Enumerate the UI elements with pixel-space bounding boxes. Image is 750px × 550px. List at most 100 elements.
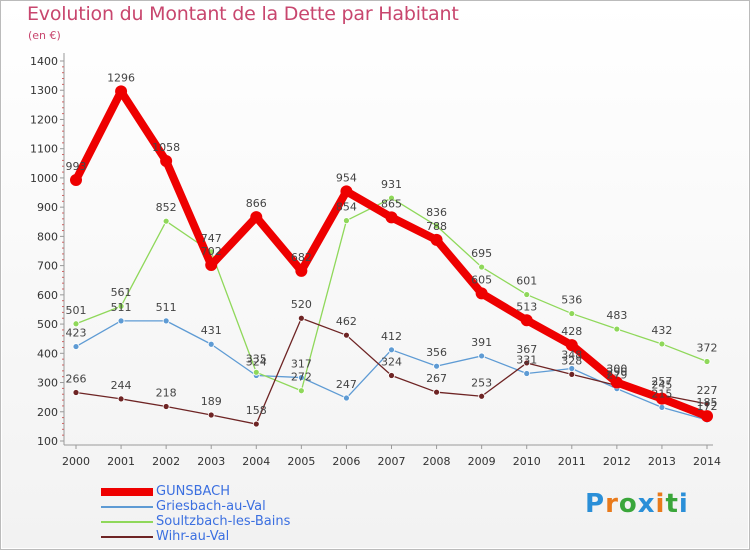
data-point <box>655 392 668 405</box>
data-point <box>433 362 440 370</box>
y-tick-label: 1200 <box>30 113 58 126</box>
data-label: 747 <box>201 232 222 245</box>
x-tick-label: 2007 <box>378 455 406 468</box>
data-point <box>252 420 260 428</box>
data-point <box>160 154 173 167</box>
legend-label: GUNSBACH <box>156 484 231 499</box>
data-point <box>568 310 576 317</box>
data-label: 865 <box>381 197 402 210</box>
data-label: 462 <box>336 315 357 328</box>
data-point <box>610 376 623 389</box>
data-point <box>72 320 80 328</box>
data-label: 605 <box>471 273 492 286</box>
proxiti-logo: Proxiti <box>585 489 689 519</box>
data-label: 348 <box>561 349 582 362</box>
data-point <box>433 388 440 396</box>
legend-label: Soultzbach-les-Bains <box>156 514 291 529</box>
data-point <box>72 389 80 396</box>
data-point <box>523 370 531 377</box>
data-point <box>701 410 713 423</box>
x-tick-label: 2012 <box>603 455 631 468</box>
data-point <box>388 194 395 202</box>
x-tick-label: 2008 <box>423 455 451 468</box>
data-label: 428 <box>561 325 582 338</box>
legend-swatch <box>101 521 153 523</box>
legend-label: Griesbach-au-Val <box>156 499 266 514</box>
data-point <box>343 394 350 402</box>
data-point <box>658 340 666 348</box>
data-point <box>475 287 488 300</box>
y-tick-label: 100 <box>37 435 58 448</box>
data-point <box>117 395 125 403</box>
data-label: 931 <box>381 178 402 191</box>
data-point <box>388 346 395 354</box>
y-tick-label: 800 <box>37 230 58 243</box>
y-tick-label: 400 <box>37 347 58 360</box>
x-tick-label: 2003 <box>197 455 225 468</box>
data-label: 391 <box>471 336 492 349</box>
data-label: 272 <box>291 371 312 384</box>
data-label: 290 <box>606 365 627 378</box>
data-label: 412 <box>381 330 402 343</box>
chart-title: Evolution du Montant de la Dette par Hab… <box>27 3 459 25</box>
data-label: 215 <box>651 387 672 400</box>
data-label: 695 <box>471 247 492 260</box>
data-point <box>117 302 125 310</box>
data-label: 1058 <box>152 141 180 154</box>
legend: GUNSBACH Griesbach-au-Val Soultzbach-les-B… <box>101 484 401 545</box>
data-label: 852 <box>156 201 177 214</box>
y-tick-label: 900 <box>37 201 58 214</box>
data-point <box>343 217 350 225</box>
y-tick-label: 500 <box>37 318 58 331</box>
data-point <box>70 173 82 186</box>
x-tick-label: 2014 <box>693 455 721 468</box>
data-label: 185 <box>697 396 718 409</box>
data-point <box>297 387 305 395</box>
data-label: 511 <box>156 301 177 314</box>
data-label: 266 <box>66 372 87 385</box>
y-tick-label: 300 <box>37 377 58 390</box>
data-label: 317 <box>291 358 312 371</box>
data-label: 324 <box>381 356 402 369</box>
data-label: 561 <box>111 286 132 299</box>
y-tick-label: 1400 <box>30 55 58 68</box>
data-point <box>478 392 486 400</box>
data-label: 218 <box>156 387 177 400</box>
data-point <box>162 217 170 225</box>
data-label: 682 <box>291 251 312 264</box>
legend-swatch <box>101 506 153 508</box>
data-point <box>565 339 578 352</box>
x-tick-label: 2013 <box>648 455 676 468</box>
y-tick-label: 700 <box>37 260 58 273</box>
data-point <box>205 259 218 272</box>
data-label: 601 <box>516 275 537 288</box>
x-tick-label: 2005 <box>287 455 315 468</box>
x-tick-label: 2009 <box>468 455 496 468</box>
data-label: 513 <box>516 300 537 313</box>
y-tick-label: 1000 <box>30 172 58 185</box>
data-point <box>523 291 531 298</box>
y-tick-label: 600 <box>37 289 58 302</box>
data-point <box>523 359 531 367</box>
data-label: 331 <box>516 353 537 366</box>
data-point <box>385 211 398 224</box>
data-label: 247 <box>336 378 357 391</box>
data-label: 836 <box>426 206 447 219</box>
data-label: 244 <box>111 379 132 392</box>
data-label: 257 <box>651 375 672 388</box>
data-point <box>252 368 260 376</box>
data-point <box>162 403 170 410</box>
data-label: 245 <box>651 379 672 392</box>
data-label: 356 <box>426 346 447 359</box>
legend-item: Wihr-au-Val <box>101 529 401 544</box>
data-label: 367 <box>516 343 537 356</box>
legend-swatch <box>101 488 153 496</box>
data-label: 227 <box>697 384 718 397</box>
data-label: 431 <box>201 324 222 337</box>
data-label: 328 <box>561 354 582 367</box>
data-point <box>613 325 621 333</box>
data-point <box>703 400 711 408</box>
y-tick-label: 1100 <box>30 143 58 156</box>
data-point <box>703 358 711 365</box>
